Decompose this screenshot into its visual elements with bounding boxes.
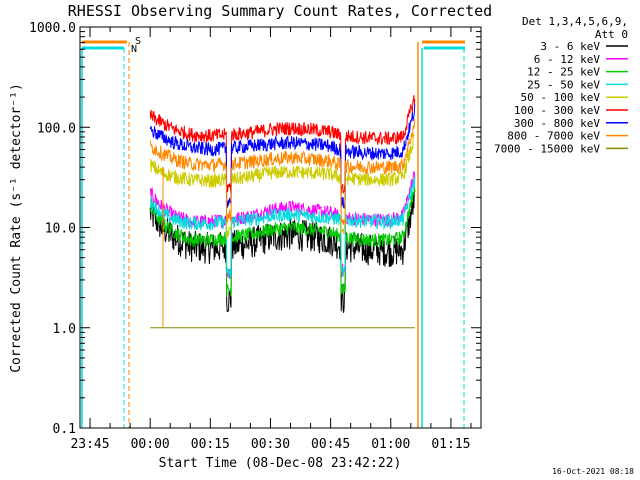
x-tick-label: 01:15 <box>431 437 470 452</box>
legend-entry-label: 6 - 12 keV <box>534 53 601 66</box>
series-line <box>149 134 416 239</box>
x-tick-label: 23:45 <box>70 437 109 452</box>
y-tick-label: 100.0 <box>37 121 76 136</box>
x-tick-label: 00:15 <box>191 437 230 452</box>
flag-markers: SN <box>81 36 465 428</box>
x-tick-label: 00:00 <box>131 437 170 452</box>
legend-entry-label: 25 - 50 keV <box>527 78 600 91</box>
legend-entry-label: 12 - 25 keV <box>527 66 600 79</box>
chart-title: RHESSI Observing Summary Count Rates, Co… <box>68 2 492 20</box>
legend-entry-label: 50 - 100 keV <box>521 91 601 104</box>
plot-area <box>149 95 416 329</box>
y-tick-label: 1000.0 <box>29 21 76 36</box>
x-axis-label: Start Time (08-Dec-08 23:42:22) <box>159 456 402 471</box>
series-line <box>149 104 416 209</box>
x-axis-ticks: 23:45 00:00 00:15 00:30 00:45 01:00 01:15 <box>70 27 472 452</box>
x-tick-label: 01:00 <box>371 437 410 452</box>
series-line <box>149 176 416 279</box>
legend-entry-label: 100 - 300 keV <box>514 104 600 117</box>
y-tick-label: 0.1 <box>53 422 76 437</box>
series-line <box>149 118 416 225</box>
flag-s-label: S <box>135 36 141 47</box>
y-axis-label: Corrected Count Rate (s⁻¹ detector⁻¹) <box>9 83 24 373</box>
series-line <box>149 184 416 297</box>
legend-entry-label: 800 - 7000 keV <box>507 130 600 143</box>
legend-header-detectors: Det 1,3,4,5,6,9, <box>522 15 628 28</box>
legend-entry-label: 7000 - 15000 keV <box>494 142 600 155</box>
generation-timestamp: 16-Oct-2021 08:18 <box>552 467 634 476</box>
y-tick-label: 1.0 <box>53 322 76 337</box>
legend-header-attenuator: Att 0 <box>595 28 628 41</box>
flag-n-label: N <box>131 44 137 55</box>
x-tick-label: 00:30 <box>251 437 290 452</box>
legend-entry-label: 3 - 6 keV <box>540 40 600 53</box>
legend-entry-label: 300 - 800 keV <box>514 117 600 130</box>
x-tick-label: 00:45 <box>311 437 350 452</box>
series-line <box>149 95 416 195</box>
y-tick-label: 10.0 <box>45 222 76 237</box>
y-axis-ticks: 0.1 1.0 10.0 100.0 1000.0 <box>29 21 481 437</box>
